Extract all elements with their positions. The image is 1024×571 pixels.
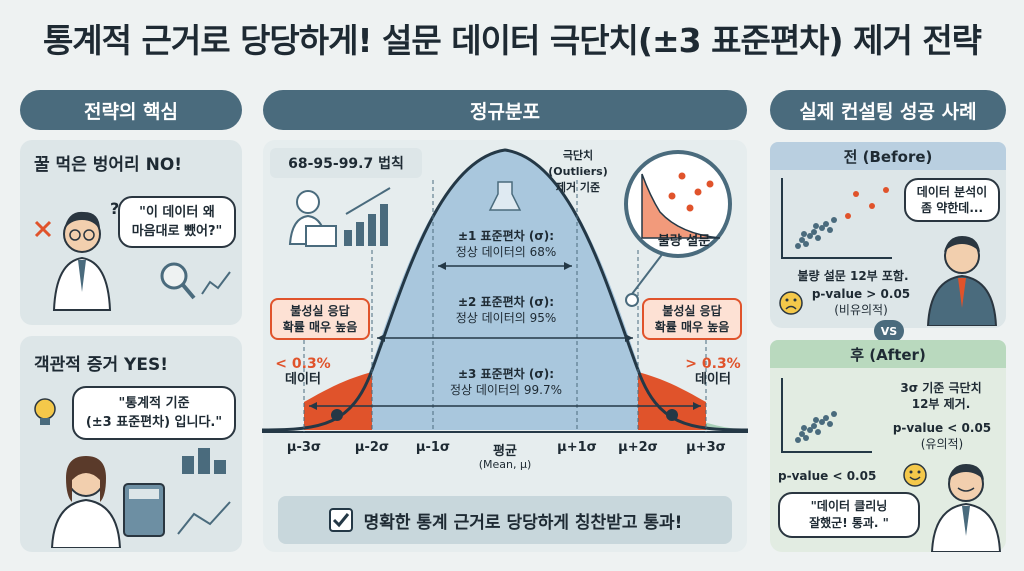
confident-researcher-illustration — [50, 448, 231, 548]
lightbulb-icon — [34, 398, 56, 425]
sigma2-label: ±2 표준편차 (σ): 정상 데이터의 95% — [455, 295, 557, 325]
axis-label-p2: μ+2σ — [618, 440, 658, 455]
after-card: 후 (After) 3σ 기준 극단치 12부 제거. p-value < 0.0… — [770, 340, 1006, 552]
right-outlier-tail — [638, 372, 706, 430]
rule-label: 68-95-99.7 법칙 — [270, 148, 422, 178]
right-percent-label: > 0.3% 데이터 — [685, 356, 741, 387]
card-no-evidence: 꿀 먹은 벙어리 NO! ? "이 데이터 왜 마음대로 뺐어?" — [20, 140, 242, 325]
bell-curve-line — [262, 148, 748, 432]
axis-label-mean-sub: (Mean, μ) — [478, 458, 532, 471]
analyst-laptop-illustration — [288, 187, 391, 247]
after-pvalue: p-value < 0.05 (유의적) — [892, 421, 992, 451]
conclusion-text: 명확한 통계 근거로 당당하게 칭찬받고 통과! — [363, 512, 683, 533]
axis-label-m2: μ-2σ — [354, 440, 390, 455]
sad-face-icon — [779, 291, 803, 315]
card-evidence: 객관적 증거 YES! "통계적 기준 (±3 표준편차) 입니다." — [20, 336, 242, 552]
page-title: 통계적 근거로 당당하게! 설문 데이터 극단치(±3 표준편차) 제거 전략 — [42, 21, 982, 60]
magnifier-chart-icon — [160, 262, 231, 300]
left-percent-label: < 0.3% 데이터 — [275, 356, 331, 387]
before-card: 전 (Before) 데이터 분석이 좀 약한데... 불량 설문 12부 포함.… — [770, 142, 1006, 328]
sigma1-label: ±1 표준편차 (σ): 정상 데이터의 68% — [455, 229, 557, 259]
magnifier-label: 불량 설문 — [657, 234, 711, 249]
left-warning-box: 불성실 응답 확률 매우 높음 — [270, 298, 370, 340]
magnifier-outlier-icon — [624, 150, 732, 258]
axis-label-p3: μ+3σ — [686, 440, 726, 455]
bell-curve-chart — [262, 148, 748, 433]
before-title: 전 (Before) — [770, 142, 1006, 170]
after-note: 3σ 기준 극단치 12부 제거. — [900, 381, 982, 411]
axis-label-mean: 평균 — [493, 444, 517, 459]
after-scatter-plot — [781, 378, 872, 453]
axis-label-m3: μ-3σ — [286, 440, 322, 455]
speech-bubble: "이 데이터 왜 마음대로 뺐어?" — [118, 196, 236, 248]
flask-icon — [488, 181, 522, 211]
vs-badge: VS — [874, 320, 904, 342]
smile-face-icon — [903, 463, 927, 487]
center-section-header: 정규분포 — [263, 90, 747, 130]
before-speech-bubble: 데이터 분석이 좀 약한데... — [904, 178, 1000, 222]
right-warning-box: 불성실 응답 확률 매우 높음 — [642, 298, 742, 340]
outlier-note: 극단치 (Outliers) 제거 기준 — [548, 149, 608, 194]
before-pvalue: p-value > 0.05 (비유의적) — [811, 287, 911, 317]
svg-text:?: ? — [110, 199, 119, 218]
before-scatter-plot — [781, 178, 892, 259]
left-section-header: 전략의 핵심 — [20, 90, 242, 130]
after-title: 후 (After) — [770, 340, 1006, 368]
sigma3-label: ±3 표준편차 (σ): 정상 데이터의 99.7% — [450, 367, 562, 397]
before-note: 불량 설문 12부 포함. — [797, 269, 909, 283]
checkbox-icon — [328, 508, 353, 532]
axis-label-m1: μ-1σ — [415, 440, 451, 455]
happy-consultant-illustration — [930, 464, 1002, 552]
speech-bubble: "통계적 기준 (±3 표준편차) 입니다." — [72, 386, 236, 440]
axis-label-p1: μ+1σ — [557, 440, 597, 455]
worried-consultant-illustration — [926, 236, 998, 326]
bell-area-body — [367, 150, 643, 430]
conclusion-banner: 명확한 통계 근거로 당당하게 칭찬받고 통과! — [278, 496, 732, 544]
confused-researcher-illustration: ? — [34, 199, 119, 311]
after-pvalue-left: p-value < 0.05 — [778, 469, 877, 483]
card-heading: 꿀 먹은 벙어리 NO! — [34, 155, 183, 175]
left-outlier-tail — [304, 372, 372, 430]
after-speech-bubble: "데이터 클리닝 잘했군! 통과. " — [778, 492, 920, 538]
card-heading: 객관적 증거 YES! — [34, 355, 168, 375]
right-section-header: 실제 컨설팅 성공 사례 — [770, 90, 1006, 130]
